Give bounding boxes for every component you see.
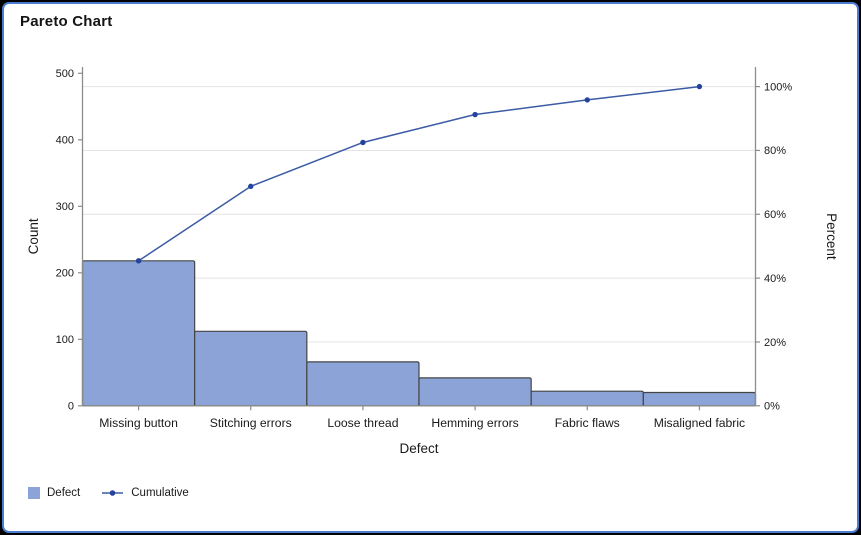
cumulative-point-hemming-errors[interactable]	[472, 111, 478, 118]
cumulative-line-swatch[interactable]	[101, 488, 124, 498]
y-left-tick-label: 400	[56, 135, 74, 147]
y-right-axis-title: Percent	[824, 213, 839, 260]
cumulative-point-loose-thread[interactable]	[360, 139, 366, 146]
legend-label-defect: Defect	[47, 486, 81, 499]
bar-missing-button[interactable]	[81, 260, 196, 407]
cumulative-dot-glyph	[109, 489, 116, 496]
cumulative-point-misaligned-fabric[interactable]	[696, 83, 703, 90]
x-tick-label-missing-button: Missing button	[99, 416, 178, 430]
defect-bar-swatch[interactable]	[28, 486, 40, 499]
y-left-tick-label: 0	[68, 401, 74, 413]
y-left-tick-label: 500	[56, 68, 74, 80]
bar-fabric-flaws[interactable]	[530, 390, 644, 407]
y-left-tick-label: 200	[56, 268, 74, 280]
cumulative-line[interactable]	[138, 85, 700, 262]
y-right-tick-label: 80%	[764, 145, 786, 157]
x-tick-label-loose-thread: Loose thread	[327, 416, 398, 430]
y-left-tick-label: 100	[56, 334, 74, 346]
y-right-tick-label: 40%	[764, 273, 786, 285]
legend: Defect Cumulative	[28, 484, 189, 501]
y-right-tick-label: 0%	[764, 401, 780, 413]
cumulative-point-missing-button[interactable]	[135, 258, 142, 264]
x-tick-label-misaligned-fabric: Misaligned fabric	[654, 416, 745, 430]
legend-label-cumulative: Cumulative	[131, 486, 189, 499]
y-right-tick-label: 20%	[764, 337, 786, 349]
y-left-axis-title: Count	[26, 218, 41, 254]
x-tick-label-stitching-errors: Stitching errors	[210, 416, 292, 430]
bar-misaligned-fabric[interactable]	[642, 391, 757, 407]
chart-title: Pareto Chart	[20, 13, 113, 30]
bar-stitching-errors[interactable]	[194, 330, 308, 407]
cumulative-point-fabric-flaws[interactable]	[584, 97, 590, 103]
bar-hemming-errors[interactable]	[418, 377, 532, 407]
cumulative-point-stitching-errors[interactable]	[248, 183, 254, 190]
x-tick-label-hemming-errors: Hemming errors	[431, 416, 518, 430]
bar-loose-thread[interactable]	[306, 361, 420, 407]
y-left-tick-label: 300	[56, 201, 74, 213]
x-tick-label-fabric-flaws: Fabric flaws	[555, 416, 620, 430]
x-axis-title: Defect	[399, 441, 438, 456]
y-right-tick-label: 60%	[764, 209, 786, 221]
y-right-tick-label: 100%	[764, 81, 792, 93]
